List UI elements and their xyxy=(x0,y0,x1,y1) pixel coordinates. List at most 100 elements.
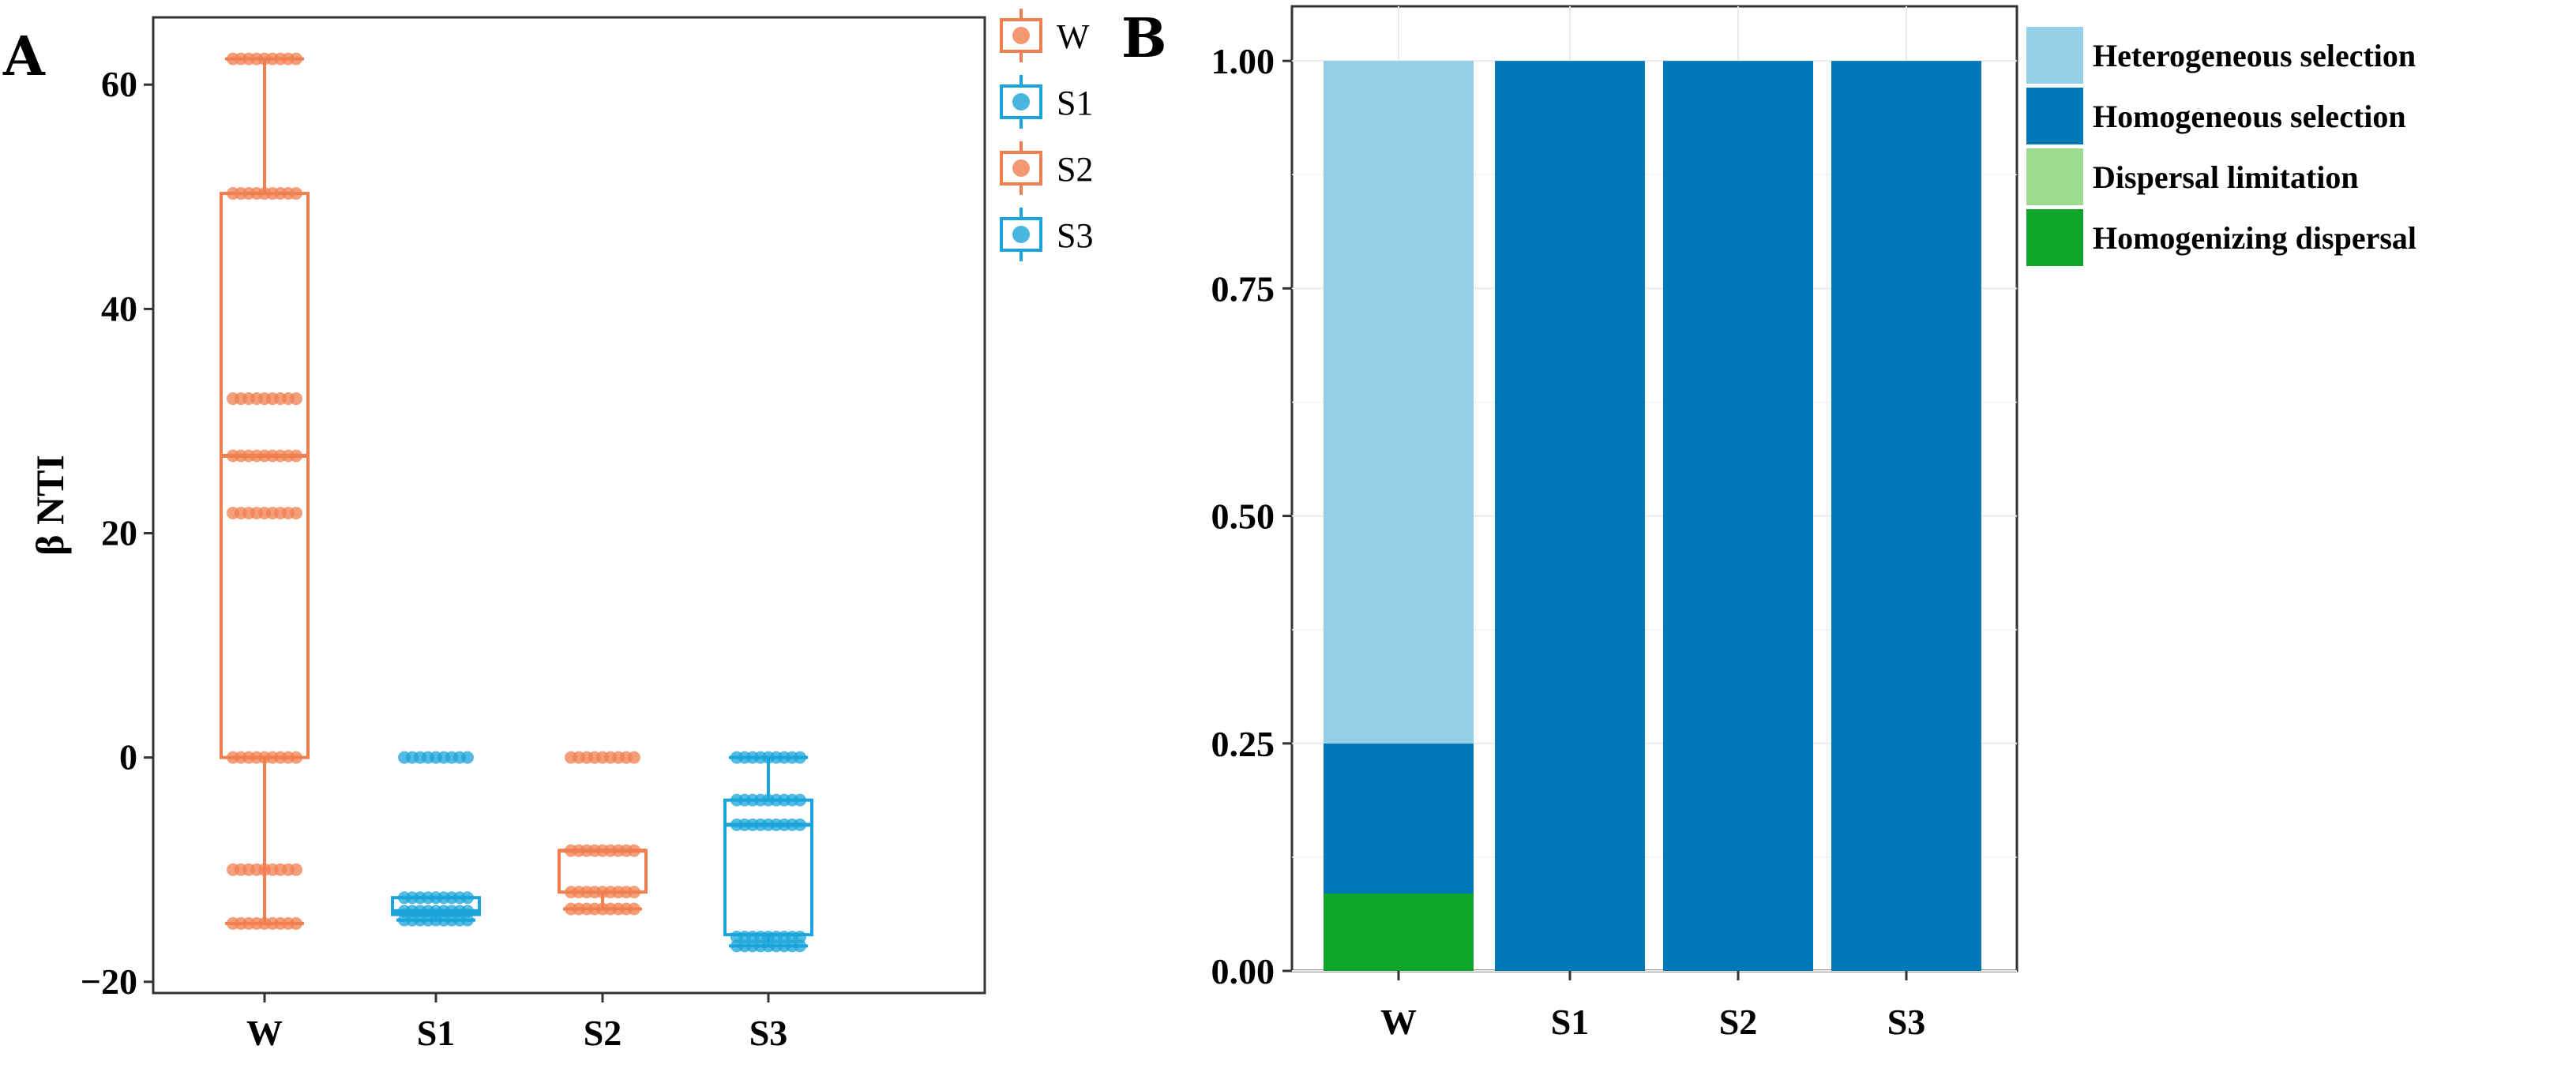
legend-key-point xyxy=(1012,27,1030,44)
x-tick-label: S2 xyxy=(584,1013,622,1053)
x-tick-label: S1 xyxy=(1551,1002,1590,1042)
data-point xyxy=(461,751,474,764)
data-point xyxy=(290,751,302,764)
y-tick-label: 20 xyxy=(101,513,137,553)
legend-label: Dispersal limitation xyxy=(2093,159,2359,195)
point-cluster xyxy=(565,902,640,916)
panel-a-box-plot: A β NTI −20 0 20 40 60 W S1 S2 S3 W S1 S2 S3 xyxy=(2,9,1093,1053)
y-tick-label: −20 xyxy=(81,961,137,1002)
data-point xyxy=(628,751,640,764)
panel-a-y-axis-title: β NTI xyxy=(28,455,72,556)
box-s3 xyxy=(723,755,813,948)
legend-key-point xyxy=(1012,93,1030,111)
legend-item: Dispersal limitation xyxy=(2026,148,2359,205)
y-tick-label: 1.00 xyxy=(1211,41,1275,81)
bar-stack-s1 xyxy=(1495,61,1645,972)
bar-segment xyxy=(1324,894,1474,971)
point-cluster xyxy=(730,939,806,953)
bar-segment xyxy=(1324,743,1474,894)
legend-label: Homogeneous selection xyxy=(2093,99,2406,134)
legend-item-w: W xyxy=(1000,9,1090,62)
point-cluster xyxy=(227,863,302,876)
legend-label: S1 xyxy=(1057,84,1093,122)
point-cluster xyxy=(730,793,806,807)
panel-a-x-ticks: W S1 S2 S3 xyxy=(246,993,787,1053)
legend-item: Homogenizing dispersal xyxy=(2026,209,2416,266)
point-cluster xyxy=(227,506,302,519)
data-point xyxy=(290,52,302,66)
data-point xyxy=(794,939,806,953)
panel-a-plot-border xyxy=(152,16,986,995)
point-cluster xyxy=(398,891,474,905)
panel-b-legend: Heterogeneous selection Homogeneous selec… xyxy=(2026,27,2416,266)
legend-label: W xyxy=(1057,17,1090,56)
y-tick-label: 0.50 xyxy=(1211,497,1275,537)
data-point xyxy=(794,930,806,943)
box-s2 xyxy=(558,849,648,911)
x-tick-label: S3 xyxy=(1887,1002,1926,1042)
legend-item-s3: S3 xyxy=(1000,208,1093,261)
panel-b-bars xyxy=(1324,61,1981,972)
point-cluster xyxy=(227,392,302,406)
panel-b-letter: B xyxy=(1121,7,1166,70)
point-cluster xyxy=(398,913,474,927)
bar-segment xyxy=(1495,61,1645,972)
data-point xyxy=(628,844,640,857)
legend-key-box xyxy=(1000,151,1042,185)
legend-key-point xyxy=(1012,226,1030,243)
box-body xyxy=(220,192,310,759)
y-tick-label: 0.75 xyxy=(1211,268,1275,309)
y-tick-label: 0.25 xyxy=(1211,724,1275,764)
legend-key-point xyxy=(1012,159,1030,177)
legend-swatch xyxy=(2026,148,2083,205)
data-point xyxy=(461,891,474,905)
data-point xyxy=(628,902,640,916)
legend-item-s2: S2 xyxy=(1000,141,1093,195)
legend-label: Homogenizing dispersal xyxy=(2093,220,2416,256)
point-cluster xyxy=(730,930,806,943)
point-cluster xyxy=(227,751,302,764)
point-cluster xyxy=(398,751,474,764)
panel-b-x-ticks: W S1 S2 S3 xyxy=(1380,971,1925,1042)
x-tick-label: W xyxy=(246,1013,283,1053)
point-cluster xyxy=(227,52,302,66)
panel-a-points xyxy=(227,52,806,953)
data-point xyxy=(461,913,474,927)
legend-item: Heterogeneous selection xyxy=(2026,27,2416,84)
y-tick-label: 40 xyxy=(101,288,137,328)
bar-stack-s2 xyxy=(1663,61,1813,972)
legend-swatch xyxy=(2026,209,2083,266)
data-point xyxy=(628,886,640,899)
x-tick-label: W xyxy=(1380,1002,1417,1042)
legend-label: S3 xyxy=(1057,216,1093,255)
data-point xyxy=(794,818,806,831)
bar-stack-w xyxy=(1324,61,1474,971)
bar-segment xyxy=(1831,61,1981,972)
point-cluster xyxy=(227,449,302,463)
data-point xyxy=(290,506,302,519)
point-cluster xyxy=(227,916,302,930)
point-cluster xyxy=(565,886,640,899)
legend-label: S2 xyxy=(1057,150,1093,189)
legend-item-s1: S1 xyxy=(1000,75,1093,129)
data-point xyxy=(290,916,302,930)
panel-b-stacked-bar: B 0.00 0.25 0.50 0.75 1.00 W S1 S2 S3 Heterogen… xyxy=(1121,5,2416,1042)
panel-a-y-ticks: −20 0 20 40 60 xyxy=(81,64,153,1002)
x-tick-label: S3 xyxy=(749,1013,788,1053)
legend-swatch xyxy=(2026,88,2083,144)
legend-swatch xyxy=(2026,27,2083,84)
panel-a-boxes xyxy=(220,57,813,948)
panel-b-y-ticks: 0.00 0.25 0.50 0.75 1.00 xyxy=(1211,41,1292,991)
point-cluster xyxy=(565,844,640,857)
data-point xyxy=(290,863,302,876)
y-tick-label: 60 xyxy=(101,64,137,104)
data-point xyxy=(290,449,302,463)
x-tick-label: S1 xyxy=(417,1013,456,1053)
y-tick-label: 0 xyxy=(119,737,137,778)
data-point xyxy=(461,905,474,918)
data-point xyxy=(290,392,302,406)
data-point xyxy=(290,187,302,200)
point-cluster xyxy=(730,751,806,764)
x-tick-label: S2 xyxy=(1719,1002,1758,1042)
